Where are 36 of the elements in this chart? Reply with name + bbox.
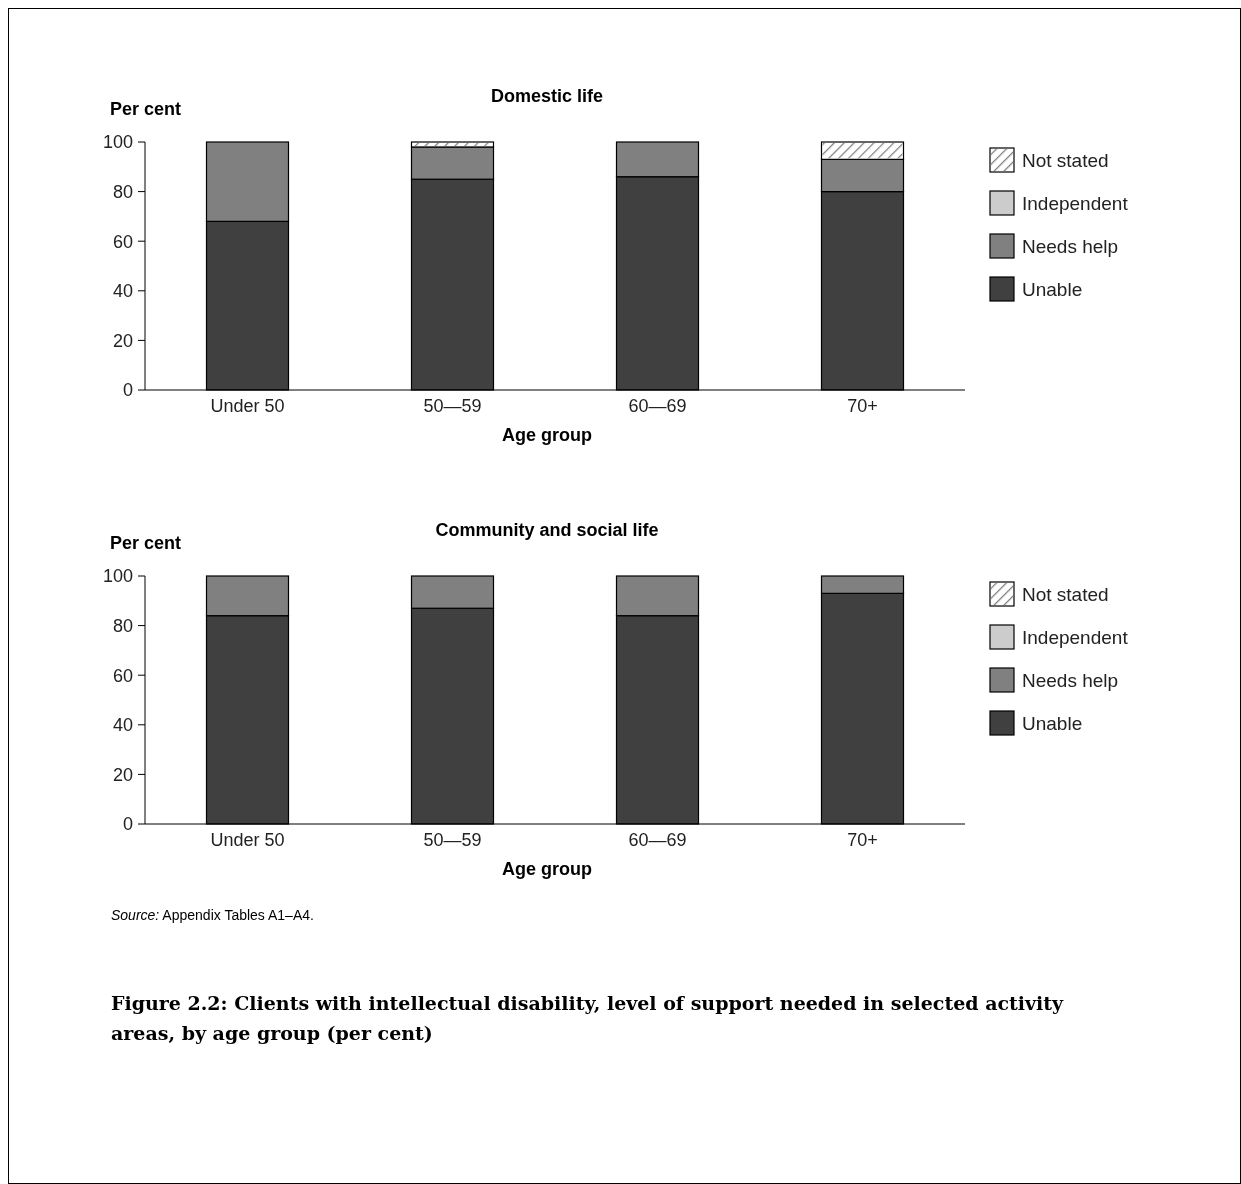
x-tick-label: 50—59 bbox=[423, 396, 482, 416]
caption: Figure 2.2: Clients with intellectual disability, level of support needed in selected activity areas, by age group (per cent) bbox=[111, 992, 1065, 1044]
x-tick-label: 70+ bbox=[847, 396, 878, 416]
y-tick-label: 0 bbox=[122, 380, 133, 401]
legend-label: Independent bbox=[1022, 192, 1129, 214]
x-tick-label: Under 50 bbox=[210, 396, 285, 416]
y-axis-title: Per cent bbox=[110, 533, 182, 553]
x-axis-title: Age group bbox=[502, 425, 592, 445]
legend-label: Not stated bbox=[1022, 583, 1109, 605]
y-tick-label: 80 bbox=[112, 181, 133, 202]
y-tick-label: 20 bbox=[112, 330, 133, 351]
y-tick-label: 100 bbox=[102, 566, 133, 587]
x-tick-label: 70+ bbox=[847, 830, 878, 850]
legend-label: Not stated bbox=[1022, 149, 1109, 171]
chart-title: Domestic life bbox=[490, 86, 604, 106]
legend-label: Unable bbox=[1022, 712, 1083, 734]
y-tick-label: 60 bbox=[112, 665, 133, 686]
legend-label: Independent bbox=[1022, 626, 1129, 648]
y-tick-label: 60 bbox=[112, 231, 133, 252]
x-tick-label: 50—59 bbox=[423, 830, 482, 850]
legend-label: Unable bbox=[1022, 278, 1083, 300]
chart-title: Community and social life bbox=[435, 520, 659, 540]
x-tick-label: Under 50 bbox=[210, 830, 285, 850]
x-tick-label: 60—69 bbox=[628, 830, 687, 850]
y-tick-label: 80 bbox=[112, 615, 133, 636]
y-tick-label: 20 bbox=[112, 764, 133, 785]
x-tick-label: 60—69 bbox=[628, 396, 687, 416]
y-tick-label: 40 bbox=[112, 715, 133, 736]
y-tick-label: 0 bbox=[122, 814, 133, 835]
y-tick-label: 100 bbox=[102, 132, 133, 153]
legend-label: Needs help bbox=[1022, 669, 1119, 691]
y-tick-label: 40 bbox=[112, 281, 133, 302]
y-axis-title: Per cent bbox=[110, 99, 182, 119]
source-note: Source: Appendix Tables A1–A4. bbox=[111, 907, 314, 923]
legend-label: Needs help bbox=[1022, 235, 1119, 257]
x-axis-title: Age group bbox=[502, 859, 592, 879]
